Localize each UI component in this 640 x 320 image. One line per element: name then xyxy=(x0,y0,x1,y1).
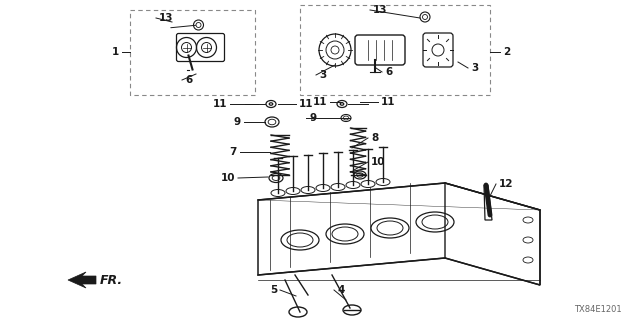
Text: 5: 5 xyxy=(269,285,277,295)
Text: 9: 9 xyxy=(234,117,241,127)
Text: 6: 6 xyxy=(185,75,192,85)
Text: 4: 4 xyxy=(337,285,344,295)
Text: TX84E1201: TX84E1201 xyxy=(574,305,622,314)
Text: 8: 8 xyxy=(371,133,378,143)
Text: 13: 13 xyxy=(159,13,173,23)
Text: 11: 11 xyxy=(312,97,327,107)
Text: 11: 11 xyxy=(299,99,314,109)
Text: 7: 7 xyxy=(230,147,237,157)
Polygon shape xyxy=(68,272,96,288)
Text: 1: 1 xyxy=(112,47,119,57)
Text: FR.: FR. xyxy=(100,274,123,286)
Text: 9: 9 xyxy=(309,113,316,123)
Text: 11: 11 xyxy=(381,97,396,107)
Text: 13: 13 xyxy=(373,5,387,15)
Text: 12: 12 xyxy=(499,179,513,189)
Text: 3: 3 xyxy=(471,63,478,73)
Text: 10: 10 xyxy=(371,157,385,167)
Text: 11: 11 xyxy=(212,99,227,109)
Text: 10: 10 xyxy=(221,173,235,183)
Text: 2: 2 xyxy=(503,47,510,57)
Text: 3: 3 xyxy=(319,70,326,80)
Text: 6: 6 xyxy=(385,67,392,77)
